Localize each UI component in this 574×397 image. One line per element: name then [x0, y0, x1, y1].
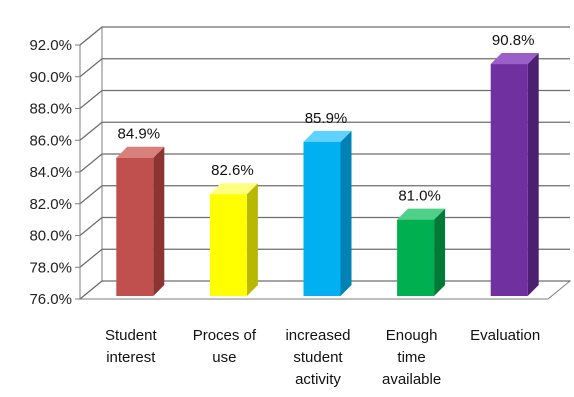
data-label: 84.9%	[118, 126, 161, 143]
gridline	[79, 153, 570, 173]
bar	[490, 53, 539, 296]
x-tick-label: Enough time available	[382, 327, 441, 388]
bar	[116, 146, 165, 296]
gridline	[79, 58, 570, 78]
y-tick-label: 76.0%	[29, 291, 72, 308]
data-label: 85.9%	[305, 110, 348, 127]
bar-top	[116, 146, 165, 158]
x-tick-label: increased student activity	[285, 327, 350, 388]
data-label: 81.0%	[398, 188, 441, 205]
gridline	[79, 26, 570, 46]
y-tick-label: 88.0%	[29, 101, 72, 118]
y-tick-label: 84.0%	[29, 164, 72, 181]
gridline	[79, 185, 570, 205]
bar-front	[209, 194, 247, 296]
bar-front	[397, 219, 435, 296]
bar-top	[303, 130, 352, 142]
bar-front	[490, 64, 528, 296]
bar-top	[397, 208, 446, 220]
bars	[116, 53, 539, 296]
data-label: 90.8%	[492, 32, 535, 49]
bar	[303, 130, 352, 296]
x-tick-label: Student interest	[105, 327, 158, 366]
gridline	[79, 121, 570, 141]
bar	[209, 183, 258, 296]
y-tick-label: 86.0%	[29, 132, 72, 149]
bar-side	[527, 53, 539, 296]
y-axis: 76.0% 78.0% 80.0% 82.0% 84.0% 86.0% 88.0% 90.0%…	[29, 37, 72, 308]
y-tick-label: 78.0%	[29, 259, 72, 276]
bar-side	[246, 183, 258, 296]
bar-side	[340, 130, 352, 296]
y-tick-label: 90.0%	[29, 69, 72, 86]
bar-top	[490, 53, 539, 65]
y-tick-label: 82.0%	[29, 196, 72, 213]
data-labels: 84.9% 82.6% 85.9% 81.0% 90.8%	[118, 32, 535, 205]
bar-top	[209, 183, 258, 195]
x-tick-label: Proces of use	[193, 327, 257, 366]
x-axis: Student interest Proces of use increased stud…	[105, 327, 540, 388]
data-label: 82.6%	[211, 162, 254, 179]
bar	[397, 208, 446, 296]
bar-side	[153, 146, 165, 296]
bar-side	[434, 208, 446, 296]
y-tick-label: 80.0%	[29, 228, 72, 245]
x-tick-label: Evaluation	[470, 327, 540, 344]
bar-front	[116, 157, 154, 296]
y-tick-label: 92.0%	[29, 37, 72, 54]
gridline	[79, 89, 570, 110]
bar-front	[303, 141, 341, 296]
